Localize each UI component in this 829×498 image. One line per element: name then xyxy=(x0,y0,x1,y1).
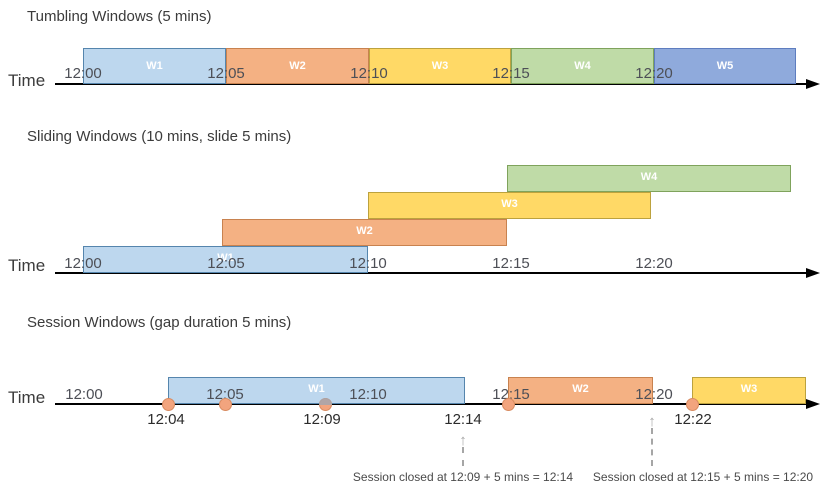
session-window-box-w2 xyxy=(508,377,653,404)
tumbling-window-label-w3: W3 xyxy=(431,60,449,72)
session-event-dot xyxy=(501,397,515,411)
session-timeline-arrowhead-icon xyxy=(806,399,820,409)
tumbling-tick-label: 12:15 xyxy=(492,65,530,82)
session-up-arrow-icon: ↑ xyxy=(459,432,467,449)
session-event-time-label: 12:09 xyxy=(303,411,341,428)
session-up-arrow-dashed-stem xyxy=(462,447,464,466)
sliding-window-label-w2: W2 xyxy=(356,225,373,237)
tumbling-tick-label: 12:05 xyxy=(207,65,245,82)
sliding-window-label-w3: W3 xyxy=(501,198,518,210)
session-window-box-w3 xyxy=(692,377,806,404)
session-event-time-label: 12:14 xyxy=(444,411,482,428)
sliding-window-label-w4: W4 xyxy=(640,171,658,183)
sliding-window-box-w1 xyxy=(83,246,368,273)
tumbling-window-box-w5 xyxy=(654,48,796,84)
sliding-tick-label: 12:15 xyxy=(492,255,530,272)
tumbling-window-box-w3 xyxy=(369,48,511,84)
session-up-arrow-icon: ↑ xyxy=(648,413,656,430)
tumbling-window-box-w4 xyxy=(511,48,654,84)
session-window-box-w1 xyxy=(168,377,465,404)
session-closed-annotation-2: Session closed at 12:15 + 5 mins = 12:20 xyxy=(592,470,814,484)
tumbling-time-axis-caption: Time xyxy=(8,71,46,90)
sliding-timeline-line xyxy=(55,272,806,274)
sliding-time-axis-caption: Time xyxy=(8,256,46,275)
sliding-window-box-w4 xyxy=(507,165,791,192)
tumbling-timeline-line xyxy=(55,83,806,85)
session-timeline-line xyxy=(55,403,806,405)
session-diagram-title: Session Windows (gap duration 5 mins) xyxy=(27,314,292,331)
sliding-tick-label: 12:10 xyxy=(349,255,387,272)
sliding-diagram-title: Sliding Windows (10 mins, slide 5 mins) xyxy=(27,128,292,145)
session-event-time-label: 12:22 xyxy=(674,411,712,428)
tumbling-tick-label: 12:00 xyxy=(64,65,102,82)
session-event-time-label: 12:04 xyxy=(147,411,185,428)
tumbling-window-box-w2 xyxy=(226,48,369,84)
session-tick-label: 12:15 xyxy=(492,386,530,403)
session-time-axis-caption: Time xyxy=(8,388,46,407)
session-event-dot-shade xyxy=(318,397,332,405)
sliding-tick-label: 12:20 xyxy=(635,255,673,272)
session-tick-label: 12:00 xyxy=(65,386,103,403)
tumbling-window-label-w4: W4 xyxy=(574,60,591,72)
sliding-timeline-arrowhead-icon xyxy=(806,268,820,278)
session-closed-annotation-1: Session closed at 12:09 + 5 mins = 12:14 xyxy=(352,470,574,484)
tumbling-window-box-w1 xyxy=(83,48,226,84)
sliding-window-box-w2 xyxy=(222,219,507,246)
session-event-dot xyxy=(161,397,175,411)
sliding-tick-label: 12:00 xyxy=(64,255,102,272)
session-up-arrow-dashed-stem xyxy=(651,428,653,466)
session-window-label-w1: W1 xyxy=(308,383,325,395)
tumbling-timeline-arrowhead-icon xyxy=(806,79,820,89)
session-tick-label: 12:10 xyxy=(349,386,387,403)
sliding-window-box-w3 xyxy=(368,192,651,219)
session-tick-label: 12:05 xyxy=(206,386,244,403)
session-event-dot xyxy=(218,397,232,411)
tumbling-window-label-w5: W5 xyxy=(716,60,734,72)
tumbling-diagram-title: Tumbling Windows (5 mins) xyxy=(27,8,212,25)
tumbling-tick-label: 12:20 xyxy=(635,65,673,82)
session-window-label-w3: W3 xyxy=(740,383,758,395)
session-tick-label: 12:20 xyxy=(635,386,673,403)
sliding-window-label-w1: W1 xyxy=(217,252,234,264)
session-window-label-w2: W2 xyxy=(572,383,589,395)
tumbling-window-label-w2: W2 xyxy=(289,60,306,72)
session-event-dot xyxy=(685,397,699,411)
tumbling-tick-label: 12:10 xyxy=(350,65,388,82)
sliding-tick-label: 12:05 xyxy=(207,255,245,272)
tumbling-window-label-w1: W1 xyxy=(146,60,163,72)
